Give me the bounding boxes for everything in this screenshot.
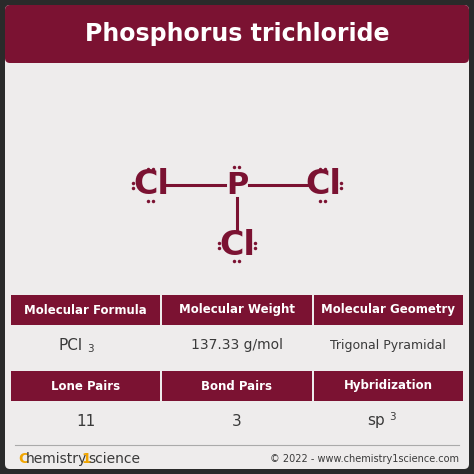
Text: 1: 1 xyxy=(81,452,91,466)
Text: 11: 11 xyxy=(76,413,95,428)
Bar xyxy=(11,401,160,441)
Text: P: P xyxy=(226,171,248,200)
Text: PCl: PCl xyxy=(59,337,82,353)
Text: Bond Pairs: Bond Pairs xyxy=(201,380,273,392)
Bar xyxy=(11,325,160,365)
Bar xyxy=(314,371,463,401)
Bar xyxy=(162,401,312,441)
Bar xyxy=(11,295,160,325)
Text: 3: 3 xyxy=(389,412,396,422)
Text: 3: 3 xyxy=(87,344,93,354)
Bar xyxy=(10,34,464,58)
Text: Molecular Formula: Molecular Formula xyxy=(24,303,147,317)
Text: hemistry: hemistry xyxy=(26,452,87,466)
Text: C: C xyxy=(18,452,28,466)
Bar xyxy=(162,295,312,325)
Bar xyxy=(314,325,463,365)
Bar xyxy=(162,371,312,401)
FancyBboxPatch shape xyxy=(5,5,469,469)
Text: © 2022 - www.chemistry1science.com: © 2022 - www.chemistry1science.com xyxy=(270,454,459,464)
Text: Hybridization: Hybridization xyxy=(344,380,433,392)
Text: Cl: Cl xyxy=(219,228,255,262)
Text: Molecular Weight: Molecular Weight xyxy=(179,303,295,317)
Bar xyxy=(314,401,463,441)
Text: Lone Pairs: Lone Pairs xyxy=(51,380,120,392)
Text: Cl: Cl xyxy=(133,168,169,201)
FancyBboxPatch shape xyxy=(5,5,469,63)
Text: Cl: Cl xyxy=(305,168,341,201)
Bar xyxy=(11,371,160,401)
Text: 3: 3 xyxy=(232,413,242,428)
Text: Molecular Geometry: Molecular Geometry xyxy=(321,303,456,317)
Text: science: science xyxy=(88,452,140,466)
Text: sp: sp xyxy=(367,413,385,428)
Text: Trigonal Pyramidal: Trigonal Pyramidal xyxy=(330,338,446,352)
Bar xyxy=(314,295,463,325)
Bar xyxy=(162,325,312,365)
Text: Phosphorus trichloride: Phosphorus trichloride xyxy=(85,22,389,46)
Text: 137.33 g/mol: 137.33 g/mol xyxy=(191,338,283,352)
